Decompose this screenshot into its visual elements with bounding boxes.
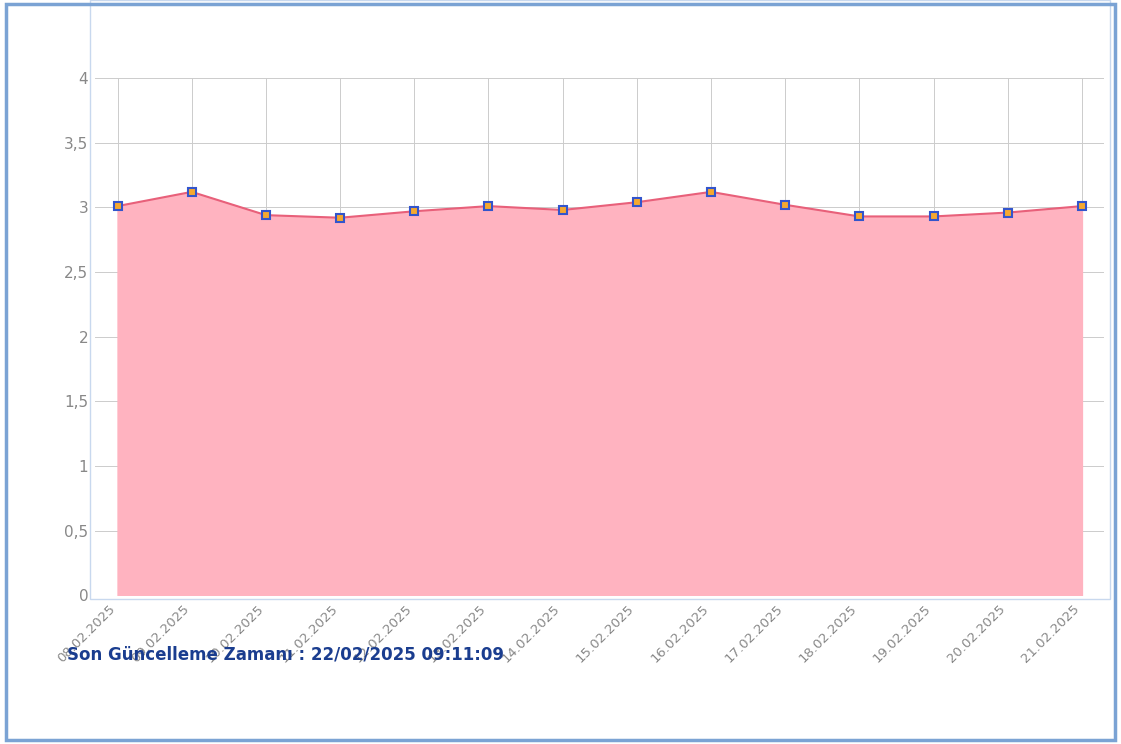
Text: Son Güncelleme Zamanı : 22/02/2025 09:11:09: Son Güncelleme Zamanı : 22/02/2025 09:11…	[67, 646, 504, 664]
Text: 22 ŞUBAT 2025 İÇME SUYU ARITMA TESİSLERİMİZDEN SON 14 GÜNDE VERİLEN SU MİKTARLAR: 22 ŞUBAT 2025 İÇME SUYU ARITMA TESİSLERİ…	[28, 24, 1121, 47]
